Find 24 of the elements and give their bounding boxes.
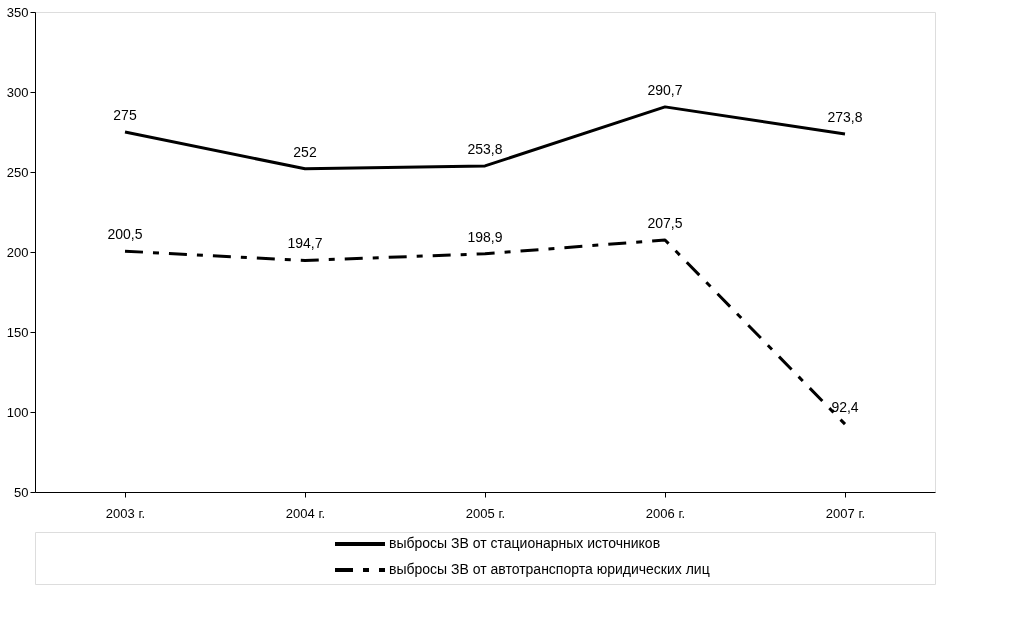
data-label: 290,7 bbox=[647, 81, 683, 98]
x-tick-label: 2007 г. bbox=[825, 505, 866, 521]
data-label: 207,5 bbox=[647, 215, 683, 231]
data-label: 92,4 bbox=[831, 399, 859, 416]
legend-label: выбросы ЗВ от автотранспорта юридических лиц bbox=[389, 561, 710, 577]
x-tick-label: 2006 г. bbox=[645, 505, 686, 521]
data-label: 194,7 bbox=[287, 235, 323, 252]
data-label: 200,5 bbox=[107, 226, 143, 243]
data-label: 273,8 bbox=[827, 108, 863, 125]
y-tick-label: 250 bbox=[6, 164, 29, 180]
y-tick-label: 300 bbox=[6, 84, 29, 100]
y-tick-label: 100 bbox=[6, 404, 29, 420]
x-tick-label: 2004 г. bbox=[285, 505, 326, 521]
data-label: 252 bbox=[293, 143, 317, 160]
data-label: 275 bbox=[113, 107, 137, 123]
x-tick-label: 2005 г. bbox=[465, 505, 506, 521]
x-tick-label: 2003 г. bbox=[105, 505, 146, 521]
data-label: 198,9 bbox=[467, 228, 503, 245]
y-tick-label: 50 bbox=[14, 484, 29, 500]
y-tick-label: 200 bbox=[6, 244, 29, 260]
y-tick-label: 150 bbox=[6, 324, 29, 340]
legend-label: выбросы ЗВ от стационарных источников bbox=[389, 535, 661, 551]
y-tick-label: 350 bbox=[6, 4, 29, 20]
data-label: 253,8 bbox=[467, 140, 503, 157]
